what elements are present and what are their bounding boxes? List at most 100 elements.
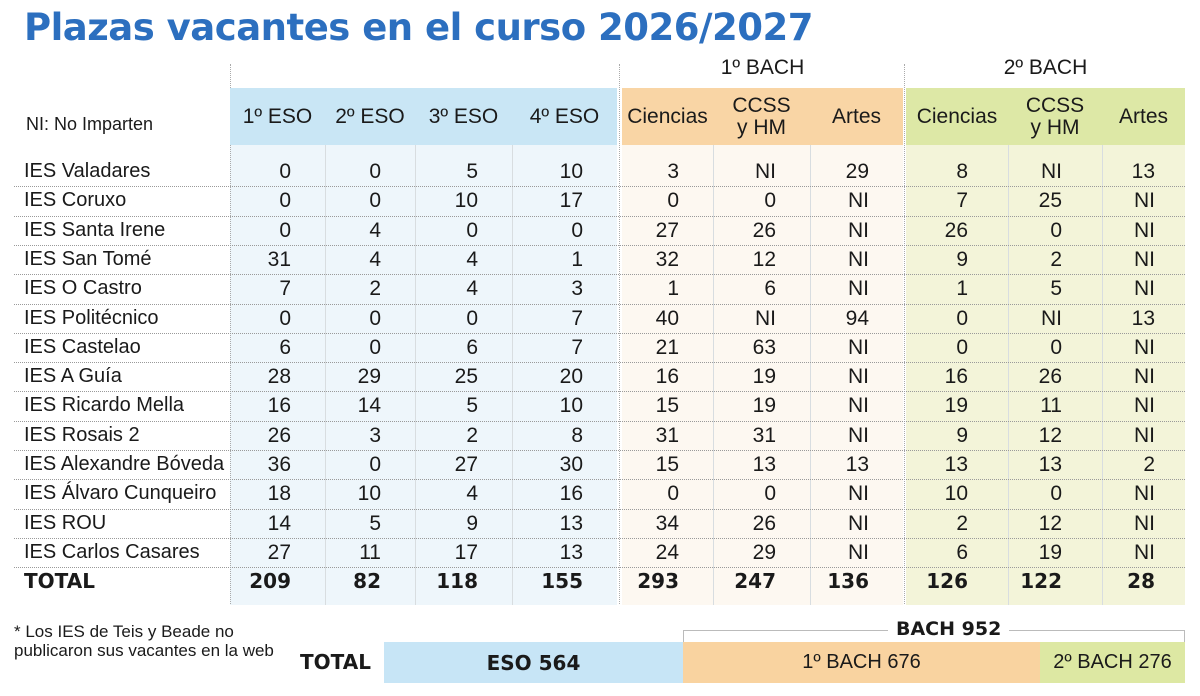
value-cell: 0 [956,335,968,359]
value-cell: 14 [267,511,291,535]
school-name: IES San Tomé [24,247,152,270]
value-cell: 19 [944,394,968,418]
value-cell: 30 [559,453,583,476]
value-cell: 4 [466,277,478,301]
value-cell: 13 [1038,453,1062,476]
value-cell: 19 [752,365,776,389]
value-cell: 13 [944,453,968,476]
value-cell: 27 [267,540,291,564]
value-cell: 17 [454,540,478,564]
value-cell: 7 [571,306,583,330]
column-header: Artes [810,88,903,145]
value-cell: 1 [956,277,968,301]
value-cell: NI [1041,306,1062,330]
total-cell: 28 [1127,569,1155,594]
value-cell: 2 [1143,453,1155,476]
column-header: 3º ESO [415,88,512,145]
value-cell: 4 [369,218,381,242]
value-cell: 6 [466,335,478,359]
value-cell: 6 [279,335,291,359]
bach-total-label: BACH 952 [888,618,1010,640]
value-cell: 25 [454,365,478,389]
total-cell: 293 [637,569,679,594]
value-cell: 19 [1038,540,1062,564]
value-cell: 10 [559,160,583,183]
value-cell: 26 [752,218,776,242]
value-cell: NI [848,423,869,447]
value-cell: 6 [764,277,776,301]
school-name: IES Politécnico [24,306,159,329]
value-cell: 13 [845,453,869,476]
row-divider [14,537,1185,539]
divider [904,64,905,604]
value-cell: NI [848,247,869,271]
value-cell: NI [755,306,776,330]
value-cell: 16 [267,394,291,418]
value-cell: 10 [357,482,381,506]
value-cell: 0 [279,306,291,330]
value-cell: 5 [466,160,478,183]
value-cell: NI [1134,540,1155,564]
column-header: 1º ESO [230,88,325,145]
value-cell: NI [1134,423,1155,447]
value-cell: NI [1134,277,1155,301]
column-header: CCSS y HM [713,88,810,145]
value-cell: 15 [655,394,679,418]
value-cell: 0 [1050,218,1062,242]
value-cell: 32 [655,247,679,271]
total-cell: 126 [926,569,968,594]
value-cell: 11 [1040,394,1062,418]
value-cell: NI [1134,511,1155,535]
row-divider [14,215,1185,217]
value-cell: 26 [1038,365,1062,389]
value-cell: 0 [571,218,583,242]
value-cell: NI [848,218,869,242]
column-header: Artes [1102,88,1185,145]
eso-body-bg [230,145,617,605]
value-cell: 31 [655,423,679,447]
value-cell: 0 [369,453,381,476]
value-cell: 15 [655,453,679,476]
value-cell: 3 [571,277,583,301]
summary-total-label: TOTAL [300,650,371,674]
value-cell: 10 [944,482,968,506]
value-cell: 13 [559,540,583,564]
value-cell: 0 [369,306,381,330]
row-divider [14,479,1185,481]
group-header-1-bach: 1º BACH [720,56,805,79]
value-cell: 0 [369,160,381,183]
value-cell: 1 [667,277,679,301]
value-cell: 34 [655,511,679,535]
value-cell: 0 [279,218,291,242]
value-cell: 5 [466,394,478,418]
value-cell: 16 [944,365,968,389]
value-cell: 3 [369,423,381,447]
school-name: IES Valadares [24,160,151,182]
column-header: Ciencias [906,88,1008,145]
value-cell: 17 [559,189,583,213]
value-cell: 0 [1050,482,1062,506]
row-divider [14,508,1185,510]
summary-bar-eso: ESO 564 [384,642,683,683]
bach1-body-bg [622,145,903,605]
total-cell: 122 [1020,569,1062,594]
value-cell: 29 [357,365,381,389]
value-cell: 0 [466,218,478,242]
value-cell: 10 [454,189,478,213]
value-cell: 7 [571,335,583,359]
row-divider [14,567,1185,569]
value-cell: 28 [267,365,291,389]
value-cell: 1 [571,247,583,271]
column-line [325,145,326,605]
column-line [415,145,416,605]
value-cell: 9 [956,247,968,271]
value-cell: 10 [559,394,583,418]
value-cell: 4 [369,247,381,271]
value-cell: 27 [454,453,478,476]
value-cell: 4 [466,247,478,271]
row-divider [14,391,1185,393]
value-cell: NI [848,277,869,301]
value-cell: 3 [667,160,679,183]
total-cell: 118 [436,569,478,594]
value-cell: 26 [944,218,968,242]
